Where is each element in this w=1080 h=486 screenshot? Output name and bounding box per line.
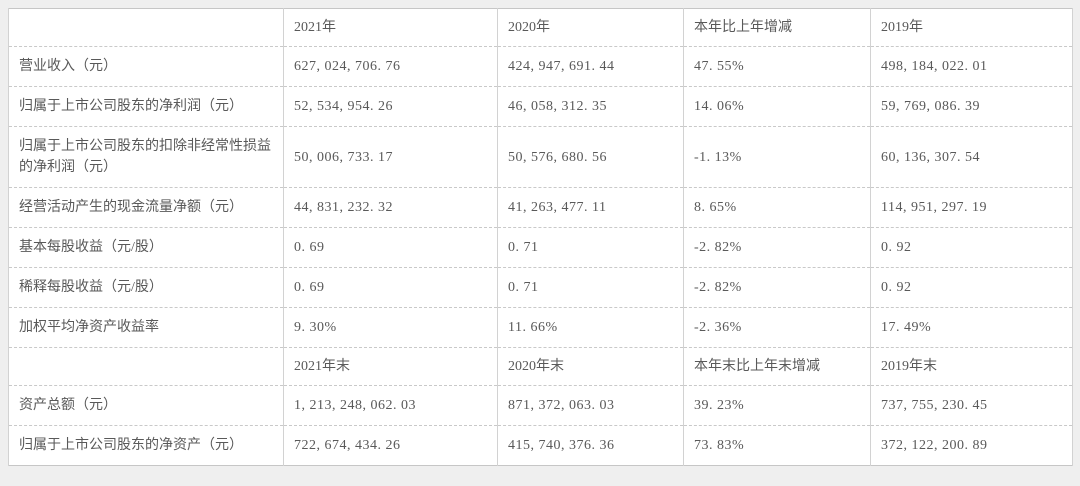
cell-value: 11. 66% [497,307,684,348]
cell-value: 14. 06% [683,86,871,127]
cell-value: 0. 92 [870,227,1073,268]
cell-value: 871, 372, 063. 03 [497,385,684,426]
row-label: 营业收入（元） [8,46,284,87]
cell-value: -2. 82% [683,227,871,268]
row-label: 稀释每股收益（元/股） [8,267,284,308]
table-row: 归属于上市公司股东的净利润（元） 52, 534, 954. 26 46, 058,… [8,86,1073,127]
table-row: 经营活动产生的现金流量净额（元） 44, 831, 232. 32 41, 263,… [8,187,1073,228]
cell-value: -2. 82% [683,267,871,308]
column-header: 2019年 [870,8,1073,47]
cell-value: 50, 006, 733. 17 [283,126,498,188]
header-row: 2021年 2020年 本年比上年增减 2019年 [8,8,1073,47]
cell-value: 737, 755, 230. 45 [870,385,1073,426]
column-header: 2021年 [283,8,498,47]
cell-value: 0. 69 [283,227,498,268]
cell-value: 9. 30% [283,307,498,348]
table-row: 加权平均净资产收益率 9. 30% 11. 66% -2. 36% 17. 49% [8,307,1073,348]
cell-value: 46, 058, 312. 35 [497,86,684,127]
cell-value: 0. 92 [870,267,1073,308]
row-label: 归属于上市公司股东的净利润（元） [8,86,284,127]
column-header: 2020年末 [497,347,684,386]
table-row: 营业收入（元） 627, 024, 706. 76 424, 947, 691. 4… [8,46,1073,87]
cell-value: 17. 49% [870,307,1073,348]
table-row: 稀释每股收益（元/股） 0. 69 0. 71 -2. 82% 0. 92 [8,267,1073,308]
cell-value: 0. 71 [497,267,684,308]
row-label: 归属于上市公司股东的净资产（元） [8,425,284,466]
cell-value: -2. 36% [683,307,871,348]
column-header: 2021年末 [283,347,498,386]
cell-value: 8. 65% [683,187,871,228]
table-row: 资产总额（元） 1, 213, 248, 062. 03 871, 372, 063… [8,385,1073,426]
table-body: 2021年 2020年 本年比上年增减 2019年 营业收入（元） 627, 024, 7… [8,8,1073,466]
cell-value: -1. 13% [683,126,871,188]
cell-value: 47. 55% [683,46,871,87]
cell-value: 627, 024, 706. 76 [283,46,498,87]
cell-value: 52, 534, 954. 26 [283,86,498,127]
column-header: 2020年 [497,8,684,47]
row-label: 加权平均净资产收益率 [8,307,284,348]
cell-value: 114, 951, 297. 19 [870,187,1073,228]
cell-value: 41, 263, 477. 11 [497,187,684,228]
header-row: 2021年末 2020年末 本年末比上年末增减 2019年末 [8,347,1073,386]
row-label: 基本每股收益（元/股） [8,227,284,268]
cell-value: 1, 213, 248, 062. 03 [283,385,498,426]
cell-value: 39. 23% [683,385,871,426]
cell-value: 60, 136, 307. 54 [870,126,1073,188]
cell-value: 0. 69 [283,267,498,308]
header-corner-cell [8,8,284,47]
header-corner-cell [8,347,284,386]
table-row: 归属于上市公司股东的净资产（元） 722, 674, 434. 26 415, 74… [8,425,1073,466]
cell-value: 59, 769, 086. 39 [870,86,1073,127]
column-header: 本年末比上年末增减 [683,347,871,386]
financial-summary-table: 2021年 2020年 本年比上年增减 2019年 营业收入（元） 627, 024, 7… [8,8,1073,466]
cell-value: 415, 740, 376. 36 [497,425,684,466]
cell-value: 44, 831, 232. 32 [283,187,498,228]
cell-value: 498, 184, 022. 01 [870,46,1073,87]
row-label: 资产总额（元） [8,385,284,426]
row-label: 归属于上市公司股东的扣除非经常性损益的净利润（元） [8,126,284,188]
cell-value: 50, 576, 680. 56 [497,126,684,188]
cell-value: 73. 83% [683,425,871,466]
cell-value: 372, 122, 200. 89 [870,425,1073,466]
cell-value: 722, 674, 434. 26 [283,425,498,466]
column-header: 本年比上年增减 [683,8,871,47]
table-row: 归属于上市公司股东的扣除非经常性损益的净利润（元） 50, 006, 733. 1… [8,126,1073,188]
column-header: 2019年末 [870,347,1073,386]
cell-value: 0. 71 [497,227,684,268]
row-label: 经营活动产生的现金流量净额（元） [8,187,284,228]
table-row: 基本每股收益（元/股） 0. 69 0. 71 -2. 82% 0. 92 [8,227,1073,268]
cell-value: 424, 947, 691. 44 [497,46,684,87]
